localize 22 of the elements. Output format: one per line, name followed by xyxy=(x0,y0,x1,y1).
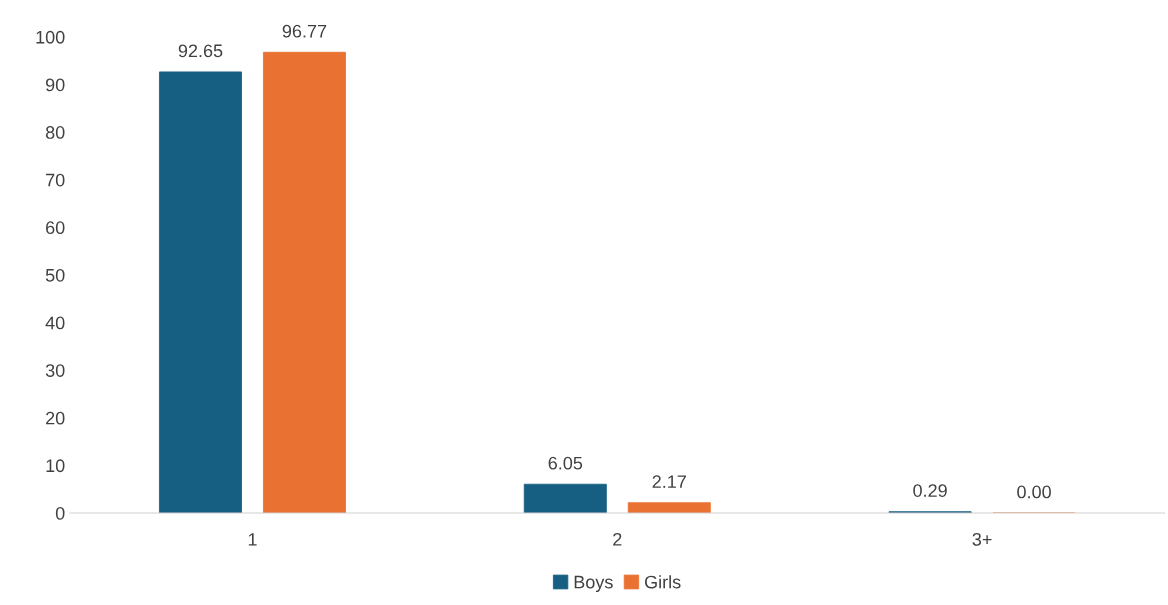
data-label: 96.77 xyxy=(282,24,327,38)
y-tick-label: 10 xyxy=(46,459,65,473)
y-tick-label: 40 xyxy=(45,316,65,330)
y-tick-label: 90 xyxy=(45,78,65,92)
y-tick-label: 100 xyxy=(36,30,65,44)
data-label: 92.65 xyxy=(178,44,223,58)
data-label: 0.29 xyxy=(913,484,947,497)
legend-label: Boys xyxy=(574,575,613,593)
y-tick-label: 30 xyxy=(45,364,65,377)
y-tick-label: 80 xyxy=(45,126,65,139)
data-label: 0.00 xyxy=(1017,485,1051,499)
data-label: 6.05 xyxy=(548,456,583,470)
y-tick-label: 70 xyxy=(46,173,65,187)
x-tick-label: 3+ xyxy=(972,532,992,546)
x-tick-label: 2 xyxy=(613,532,622,546)
data-label: 2.17 xyxy=(652,475,686,488)
y-tick-label: 50 xyxy=(45,268,65,282)
y-tick-label: 20 xyxy=(46,411,65,425)
y-tick-label: 0 xyxy=(55,506,65,520)
legend-label: Girls xyxy=(644,575,681,589)
y-tick-label: 60 xyxy=(46,221,65,235)
x-tick-label: 1 xyxy=(248,533,257,546)
